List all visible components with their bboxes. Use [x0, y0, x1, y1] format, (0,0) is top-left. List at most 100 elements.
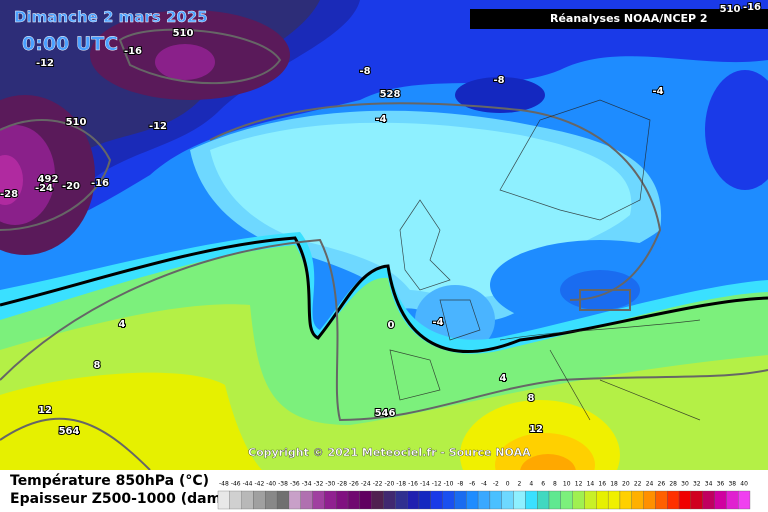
contour-label: -16: [124, 46, 142, 57]
scale-swatch: [548, 490, 561, 510]
scale-swatch: [584, 490, 597, 510]
scale-swatch: [631, 490, 644, 510]
thickness-legend-title: Epaisseur Z500-1000 (dam): [10, 491, 228, 507]
contour-label: -12: [36, 58, 54, 69]
scale-label: -22: [373, 481, 383, 488]
scale-swatch: [430, 490, 443, 510]
contour-label: 546: [375, 408, 396, 419]
scale-swatch: [714, 490, 727, 510]
contour-label: 4: [119, 319, 126, 330]
scale-label: 0: [506, 481, 510, 488]
scale-swatch: [395, 490, 408, 510]
contour-label: 8: [528, 393, 535, 404]
scale-swatch: [607, 490, 621, 510]
scale-label: 28: [669, 481, 677, 488]
scale-label: -8: [457, 481, 463, 488]
scale-label: 4: [529, 481, 533, 488]
scale-label: -30: [325, 481, 335, 488]
contour-label: 12: [38, 405, 52, 416]
scale-label: -26: [349, 481, 359, 488]
scale-swatch: [690, 490, 703, 510]
scale-swatch: [324, 490, 337, 510]
contour-label: 4: [500, 373, 507, 384]
scale-swatch: [442, 490, 455, 510]
scale-label: -38: [278, 481, 288, 488]
color-scale: -48 -46 -44 -42 -40 -38 -36 -34 -32 -30 -28 -26 -24-…: [217, 481, 751, 510]
scale-label: -44: [243, 481, 253, 488]
scale-label: -20: [385, 481, 395, 488]
scale-label: -6: [469, 481, 475, 488]
temperature-legend-title: Température 850hPa (°C): [10, 473, 209, 489]
scale-label: -36: [290, 481, 300, 488]
scale-swatch: [501, 490, 514, 510]
contour-label: 8: [94, 360, 101, 371]
scale-swatch: [407, 490, 420, 510]
scale-label: -2: [493, 481, 499, 488]
scale-label: 20: [622, 481, 630, 488]
scale-label: 34: [705, 481, 713, 488]
contour-label: -12: [149, 121, 167, 132]
scale-swatch: [513, 490, 526, 510]
scale-label: -18: [396, 481, 406, 488]
scale-label: -24: [361, 481, 371, 488]
scale-label: -48: [219, 481, 229, 488]
contour-label: 510: [720, 4, 741, 15]
scale-swatch: [300, 490, 313, 510]
scale-label: 22: [634, 481, 642, 488]
scale-swatch: [359, 490, 372, 510]
contour-label: -8: [493, 75, 504, 86]
scale-label: 12: [575, 481, 583, 488]
scale-swatch: [336, 490, 349, 510]
scale-swatch: [489, 490, 502, 510]
contour-label: -16: [91, 178, 109, 189]
scale-swatch: [525, 490, 538, 510]
scale-label: 40: [740, 481, 748, 488]
scale-label: 30: [681, 481, 689, 488]
date-label: Dimanche 2 mars 2025: [14, 8, 208, 26]
scale-swatch: [383, 490, 396, 510]
contour-label: -24: [35, 183, 53, 194]
scale-swatch: [418, 490, 431, 510]
contour-label: 510: [66, 117, 87, 128]
scale-label: -4: [481, 481, 487, 488]
scale-swatch: [596, 490, 609, 510]
contour-label: -4: [432, 317, 443, 328]
scale-label: -10: [444, 481, 454, 488]
scale-label: 14: [587, 481, 595, 488]
scale-label: 38: [728, 481, 736, 488]
scale-label: -42: [254, 481, 264, 488]
scale-label: 2: [518, 481, 522, 488]
scale-swatch: [312, 490, 325, 510]
scale-swatch: [466, 490, 479, 510]
scale-swatch: [477, 490, 491, 510]
scale-label: 26: [658, 481, 666, 488]
scale-label: 32: [693, 481, 701, 488]
scale-swatch: [560, 490, 573, 510]
scale-swatch: [288, 490, 301, 510]
contour-label: -4: [375, 114, 386, 125]
scale-label: -28: [337, 481, 347, 488]
contour-label: 528: [380, 89, 401, 100]
scale-swatch: [537, 490, 550, 510]
time-label: 0:00 UTC: [22, 33, 118, 55]
scale-swatch: [276, 490, 290, 510]
scale-label: 10: [563, 481, 571, 488]
scale-swatch: [667, 490, 680, 510]
source-box: [470, 9, 768, 29]
contour-label: -16: [743, 2, 761, 13]
scale-label: 16: [598, 481, 606, 488]
scale-swatch: [347, 490, 361, 510]
scale-swatch: [619, 490, 632, 510]
scale-swatch: [241, 490, 254, 510]
scale-swatch: [253, 490, 266, 510]
contour-label: -28: [0, 189, 18, 200]
scale-label: 24: [646, 481, 654, 488]
scale-label: 8: [553, 481, 557, 488]
scale-label: -12: [432, 481, 442, 488]
contour-label: 564: [59, 426, 80, 437]
contour-label: -20: [62, 181, 80, 192]
copyright: Copyright © 2021 Meteociel.fr - Source N…: [248, 446, 531, 459]
scale-swatch: [702, 490, 715, 510]
scale-swatch: [643, 490, 656, 510]
